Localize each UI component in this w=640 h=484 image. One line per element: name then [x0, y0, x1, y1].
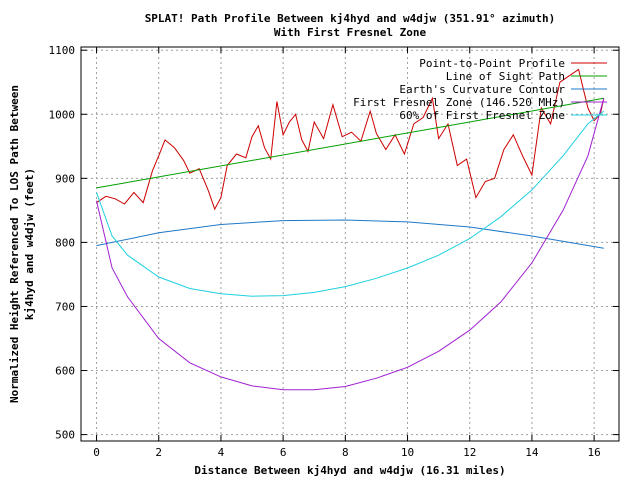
legend-label-profile: Point-to-Point Profile	[419, 57, 565, 70]
x-tick-label: 16	[587, 446, 600, 459]
plot-frame	[80, 46, 620, 442]
y-tick-label: 900	[55, 172, 75, 185]
grid-lines	[81, 47, 619, 441]
legend-label-line_of_sight: Line of Sight Path	[446, 70, 565, 83]
y-tick-label: 700	[55, 300, 75, 313]
y-tick-label: 500	[55, 429, 75, 442]
x-tick-label: 14	[525, 446, 539, 459]
legend-label-fresnel: First Fresnel Zone (146.520 MHz)	[353, 96, 565, 109]
y-tick-label: 600	[55, 365, 75, 378]
series-lines	[96, 68, 605, 391]
series-fresnel-line	[96, 98, 605, 391]
chart-title-line1: SPLAT! Path Profile Between kj4hyd and w…	[145, 12, 556, 25]
y-axis-label-line2: kj4hyd and w4djw (feet)	[23, 168, 36, 320]
legend-label-fresnel60: 60% of First Fresnel Zone	[399, 109, 565, 122]
y-tick-label: 800	[55, 236, 75, 249]
legend-label-curvature: Earth's Curvature Contour	[399, 83, 565, 96]
series-curvature-line	[96, 219, 604, 249]
x-tick-label: 4	[218, 446, 225, 459]
axis-ticks: 0 2 4 6 8 10 12 14 16 500 600 700 800 900 1000 1100	[49, 44, 619, 459]
series-fresnel60-line	[96, 110, 605, 297]
y-tick-label: 1000	[49, 108, 76, 121]
chart-title-line2: With First Fresnel Zone	[274, 26, 427, 39]
x-tick-label: 8	[342, 446, 349, 459]
x-tick-label: 2	[155, 446, 162, 459]
y-tick-label: 1100	[49, 44, 76, 57]
x-axis-label: Distance Between kj4hyd and w4djw (16.31…	[194, 464, 505, 477]
x-tick-label: 10	[401, 446, 414, 459]
x-tick-label: 0	[93, 446, 100, 459]
x-tick-label: 12	[463, 446, 476, 459]
x-tick-label: 6	[280, 446, 287, 459]
series-profile-line	[96, 68, 605, 211]
y-axis-label-line1: Normalized Height Referenced To LOS Path…	[8, 85, 21, 403]
series-line_of_sight-line	[96, 97, 604, 189]
